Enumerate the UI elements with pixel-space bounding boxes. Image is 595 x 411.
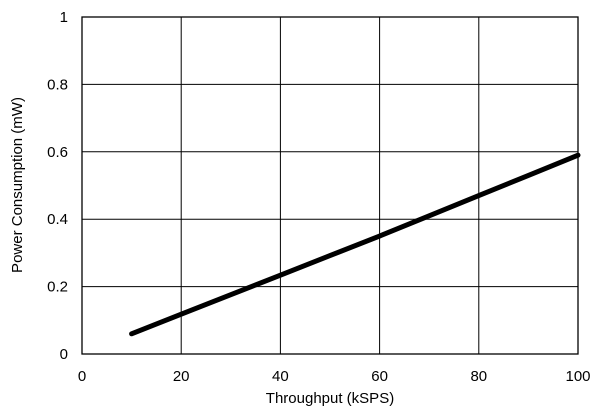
- grid-layer: [82, 17, 578, 354]
- y-tick-label-1: 0.2: [47, 279, 68, 296]
- plot-frame: [81, 16, 579, 355]
- y-tick-label-0: 0: [60, 346, 68, 363]
- series-layer: [129, 152, 581, 337]
- x-tick-label-4: 80: [470, 368, 487, 385]
- series-line-0: [129, 152, 581, 337]
- y-tick-label-3: 0.6: [47, 144, 68, 161]
- x-axis-title: Throughput (kSPS): [266, 390, 394, 407]
- x-tick-label-2: 40: [272, 368, 289, 385]
- x-tick-label-1: 20: [173, 368, 190, 385]
- y-tick-label-4: 0.8: [47, 76, 68, 93]
- plot-border: [81, 16, 579, 355]
- y-axis-title: Power Consumption (mW): [9, 97, 26, 273]
- y-tick-label-2: 0.4: [47, 211, 68, 228]
- x-tick-label-0: 0: [78, 368, 86, 385]
- x-tick-label-3: 60: [371, 368, 388, 385]
- x-tick-label-5: 100: [565, 368, 590, 385]
- tick-labels: 0 20 40 60 80 100 0 0.2 0.4 0.6 0.8 1: [47, 9, 590, 385]
- y-tick-label-5: 1: [60, 9, 68, 26]
